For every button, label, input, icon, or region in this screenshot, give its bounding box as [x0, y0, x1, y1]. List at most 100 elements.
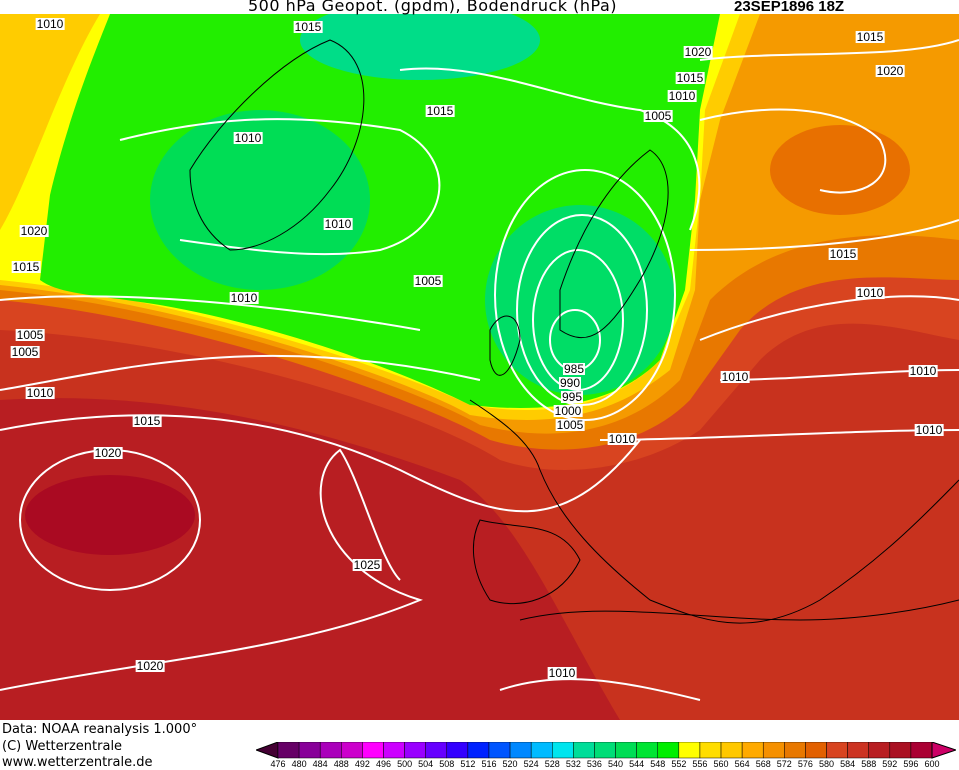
map-title: 500 hPa Geopot. (gpdm), Bodendruck (hPa) — [248, 0, 618, 15]
legend-swatch — [594, 742, 616, 759]
legend-tick-label: 548 — [650, 759, 666, 769]
legend-tick-label: 552 — [671, 759, 687, 769]
legend-swatch — [847, 742, 869, 759]
geopotential-map — [0, 14, 959, 720]
legend-swatch — [784, 742, 806, 759]
isobar-label: 1020 — [683, 45, 713, 59]
legend-tick-label: 500 — [397, 759, 413, 769]
legend-swatch — [910, 742, 933, 759]
isobar-label: 1010 — [720, 370, 750, 384]
legend-swatch — [277, 742, 300, 759]
legend-swatch — [404, 742, 426, 759]
isobar-label: 1015 — [828, 247, 858, 261]
legend-tick-label: 592 — [882, 759, 898, 769]
legend-tick-label: 580 — [819, 759, 835, 769]
isobar-label: 1005 — [643, 109, 673, 123]
map-datetime: 23SEP1896 18Z — [734, 0, 845, 15]
legend-tick-label: 536 — [586, 759, 602, 769]
legend-swatch — [383, 742, 405, 759]
isobar-label: 1015 — [132, 414, 162, 428]
field-536-north — [300, 14, 540, 80]
isobar-label: 1010 — [229, 291, 259, 305]
isobar-label: 1005 — [413, 274, 443, 288]
isobar-label: 1010 — [855, 286, 885, 300]
legend-swatch — [341, 742, 363, 759]
legend-swatch — [552, 742, 574, 759]
legend-tick-label: 504 — [418, 759, 434, 769]
legend-swatch — [678, 742, 701, 759]
isobar-label: 1020 — [19, 224, 49, 238]
legend-tick-label: 484 — [312, 759, 328, 769]
isobar-label: 1010 — [35, 17, 65, 31]
data-source-text: Data: NOAA reanalysis 1.000° — [2, 722, 198, 737]
isobar-label: 985 — [562, 362, 586, 376]
legend-swatch — [446, 742, 469, 759]
copyright-text: (C) Wetterzentrale — [2, 739, 123, 754]
legend-tick-label: 520 — [502, 759, 518, 769]
isobar-label: 1005 — [555, 418, 585, 432]
legend-swatch — [298, 742, 321, 759]
legend-swatch — [657, 742, 680, 759]
legend-swatch — [889, 742, 912, 759]
isobar-label: 1010 — [25, 386, 55, 400]
field-592 — [25, 475, 195, 555]
legend-tick-label: 572 — [776, 759, 792, 769]
legend-swatch — [762, 742, 785, 759]
legend-tick-label: 564 — [734, 759, 750, 769]
legend-tick-label: 488 — [333, 759, 349, 769]
legend-swatch — [805, 742, 827, 759]
isobar-label: 990 — [558, 376, 582, 390]
legend-swatch — [425, 742, 448, 759]
legend-tick-label: 524 — [523, 759, 539, 769]
legend-swatch — [509, 742, 532, 759]
isobar-label: 1010 — [914, 423, 944, 437]
legend-swatch — [699, 742, 722, 759]
legend-swatch — [741, 742, 764, 759]
legend-tick-label: 556 — [692, 759, 708, 769]
legend-tick-label: 528 — [544, 759, 560, 769]
legend-swatch — [720, 742, 743, 759]
isobar-label: 1010 — [323, 217, 353, 231]
legend-tick-label: 544 — [629, 759, 645, 769]
legend-tick-label: 584 — [840, 759, 856, 769]
legend-tick-label: 600 — [924, 759, 940, 769]
website-link[interactable]: www.wetterzentrale.de — [2, 755, 153, 770]
isobar-label: 1005 — [10, 345, 40, 359]
legend-tick-label: 516 — [481, 759, 497, 769]
legend-tick-label: 512 — [460, 759, 476, 769]
field-588 — [0, 398, 620, 720]
isobar-label: 1010 — [667, 89, 697, 103]
legend-swatch — [868, 742, 891, 759]
field-540-greenland — [150, 110, 370, 290]
isobar-label: 1020 — [135, 659, 165, 673]
isobar-label: 1020 — [93, 446, 123, 460]
legend-low-arrow — [256, 742, 279, 759]
legend-swatch — [467, 742, 490, 759]
legend-swatch — [530, 742, 553, 759]
legend-tick-label: 596 — [903, 759, 919, 769]
legend-tick-label: 588 — [861, 759, 877, 769]
field-540-scandinavia — [485, 205, 675, 395]
isobar-label: 1010 — [547, 666, 577, 680]
legend-swatch — [826, 742, 848, 759]
legend-tick-label: 492 — [354, 759, 370, 769]
legend-tick-label: 540 — [608, 759, 624, 769]
isobar-label: 1010 — [233, 131, 263, 145]
isobar-label: 1025 — [352, 558, 382, 572]
isobar-label: 1000 — [553, 404, 583, 418]
field-572-east — [770, 125, 910, 215]
isobar-label: 1015 — [855, 30, 885, 44]
isobar-label: 1015 — [293, 20, 323, 34]
isobar-label: 995 — [560, 390, 584, 404]
isobar-label: 1015 — [11, 260, 41, 274]
coastlines — [189, 39, 959, 624]
legend-swatch — [319, 742, 342, 759]
isobar-label: 1015 — [425, 104, 455, 118]
legend-swatch — [615, 742, 637, 759]
color-legend — [256, 742, 956, 759]
legend-tick-label: 532 — [565, 759, 581, 769]
legend-tick-label: 568 — [755, 759, 771, 769]
legend-tick-label: 476 — [270, 759, 286, 769]
isobar-label: 1020 — [875, 64, 905, 78]
